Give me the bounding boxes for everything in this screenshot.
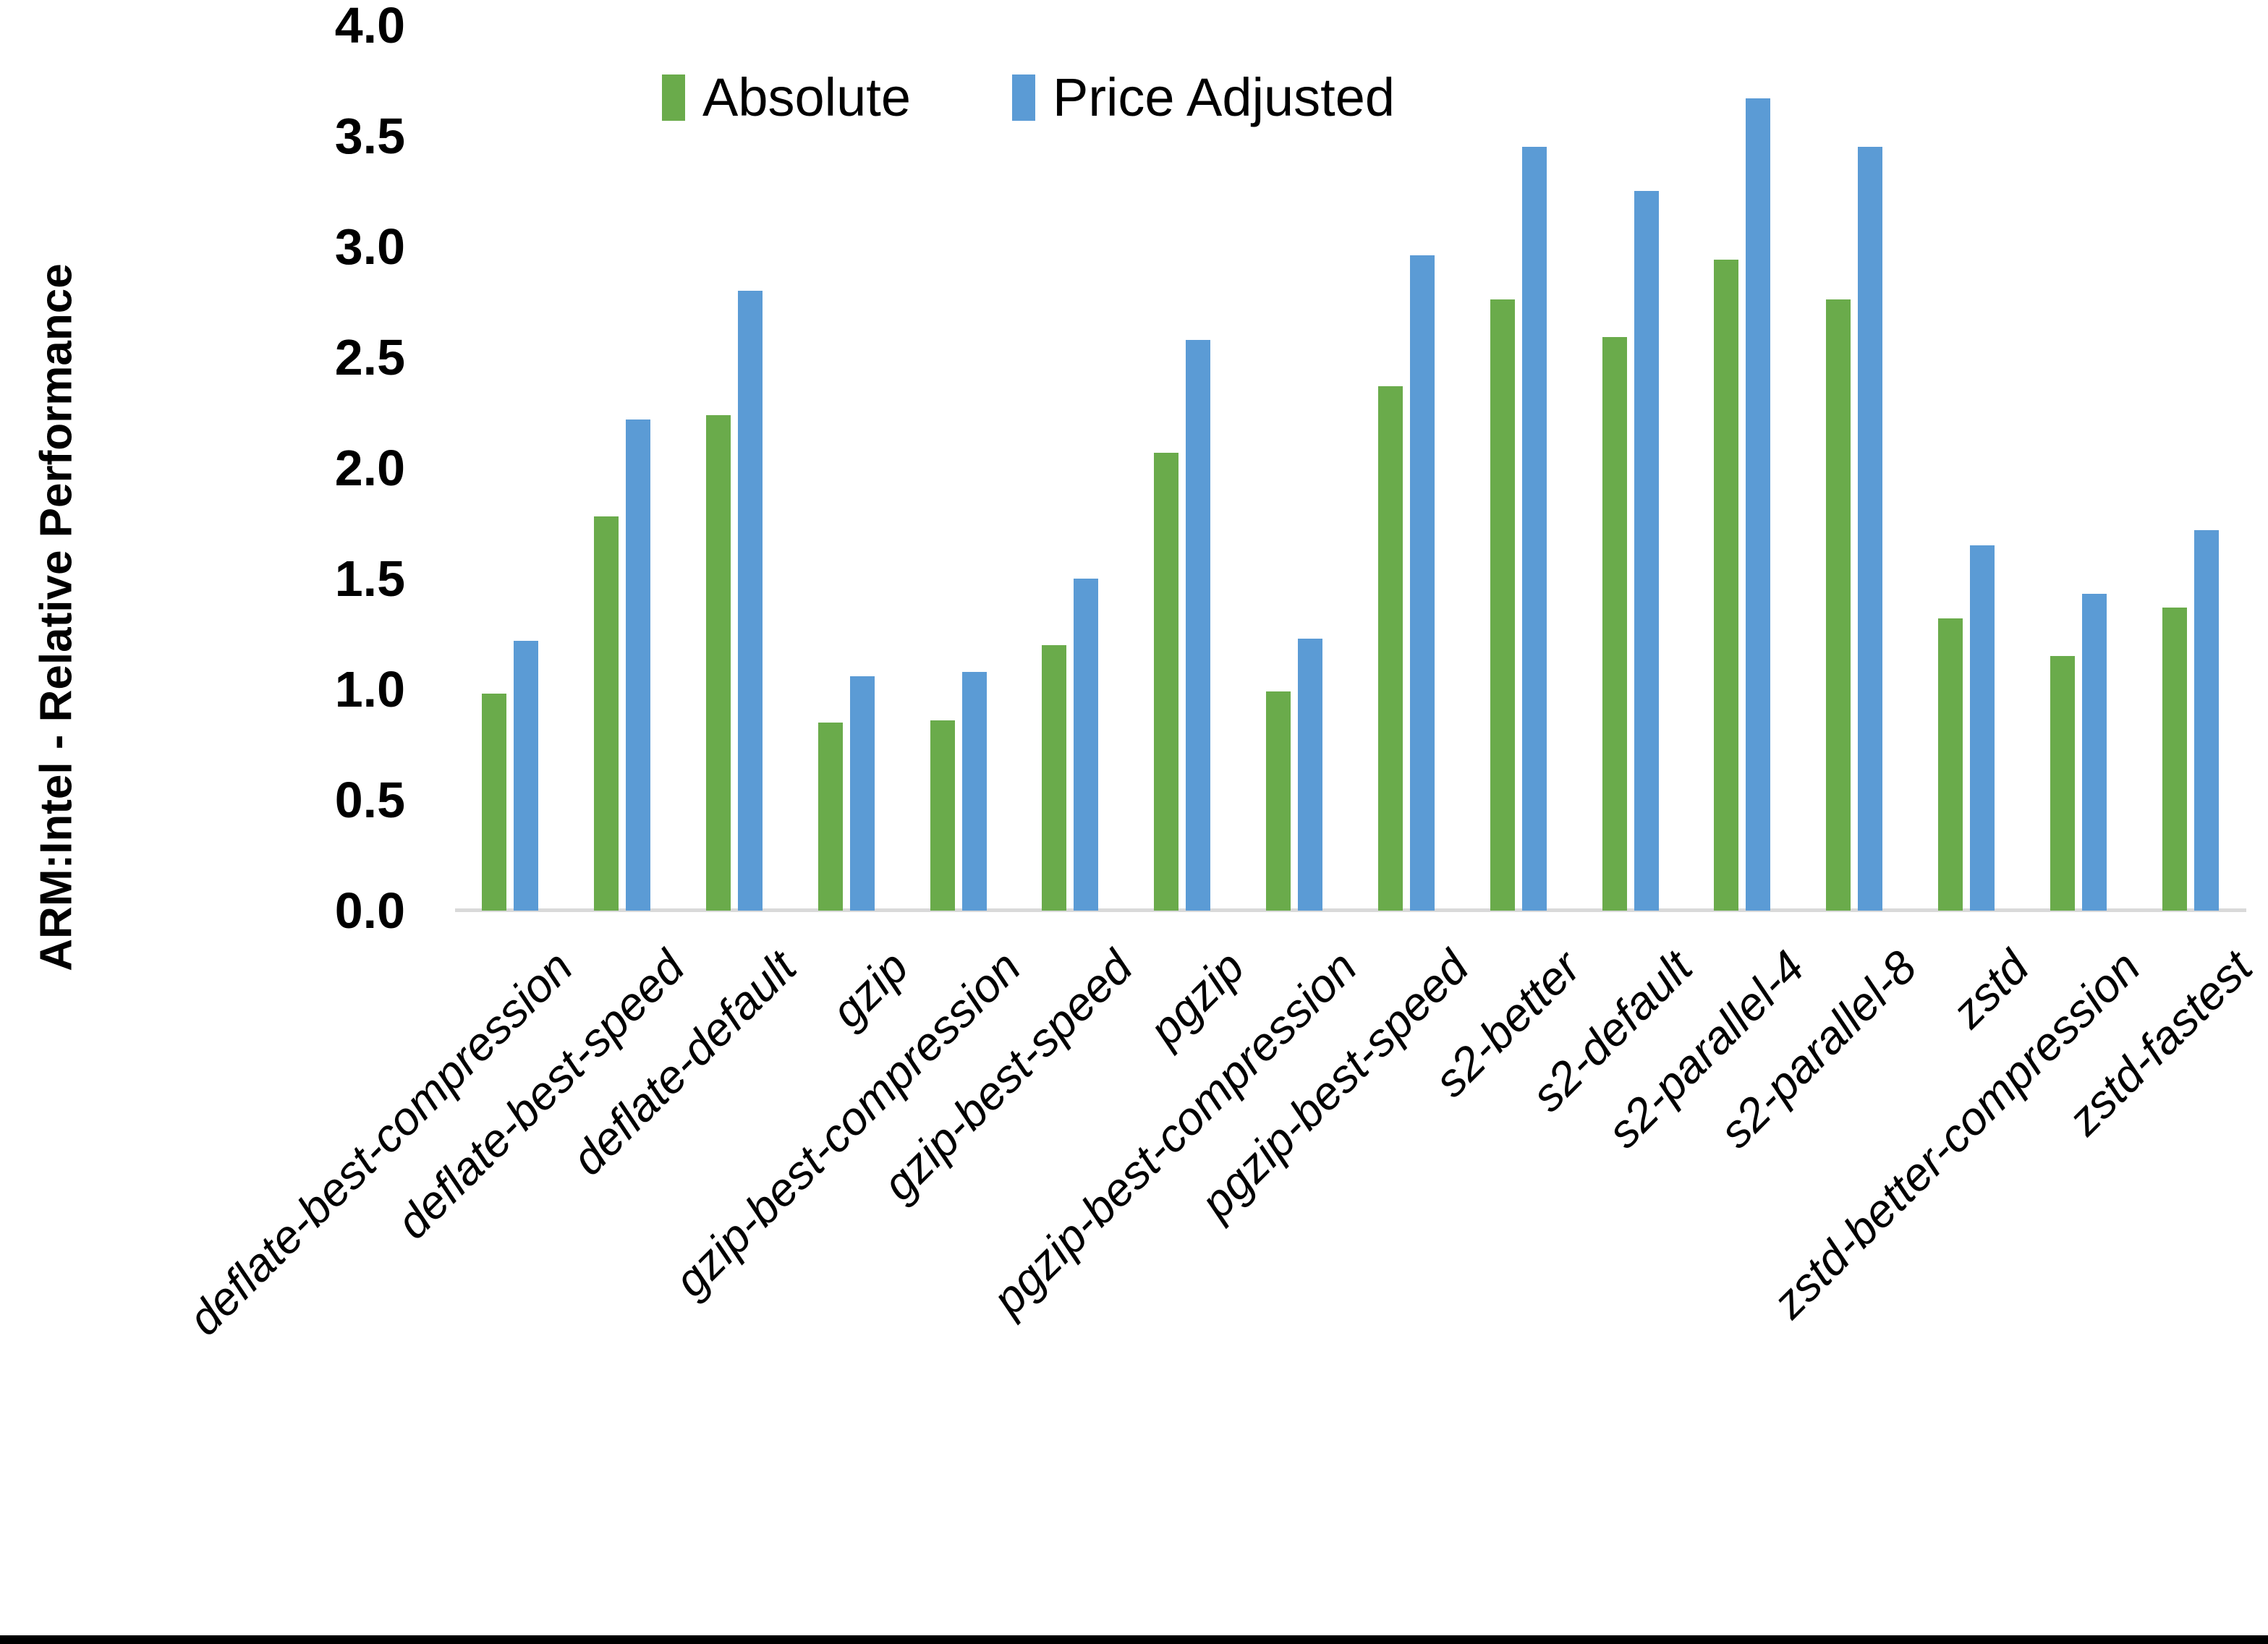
x-axis-line [455,908,2246,912]
bar-absolute-s2-parallel-4 [1714,260,1738,911]
legend-item-absolute: Absolute [662,67,911,128]
bar-price-adjusted-s2-better [1522,147,1547,911]
legend-label: Price Adjusted [1052,67,1396,127]
legend: Absolute Price Adjusted [662,67,1395,128]
y-tick-label-1.5: 1.5 [334,550,405,607]
y-tick-label-4.0: 4.0 [334,0,405,54]
bar-price-adjusted-s2-parallel-4 [1746,98,1770,911]
bar-absolute-pgzip [1154,453,1178,911]
bar-price-adjusted-deflate-default [738,291,763,911]
y-tick-label-3.0: 3.0 [334,218,405,275]
y-tick-label-2.5: 2.5 [334,329,405,386]
bar-absolute-s2-better [1490,299,1515,911]
bar-absolute-deflate-best-compression [482,694,506,911]
bar-price-adjusted-zstd [1970,545,1995,911]
bar-absolute-deflate-default [706,415,731,911]
y-tick-label-0.5: 0.5 [334,772,405,828]
bar-price-adjusted-gzip-best-compression [962,672,987,911]
bar-price-adjusted-pgzip-best-speed [1410,255,1435,911]
y-tick-label-0.0: 0.0 [334,882,405,939]
bar-price-adjusted-deflate-best-speed [626,419,650,911]
bar-absolute-zstd [1938,618,1963,911]
legend-item-price-adjusted: Price Adjusted [1011,67,1396,128]
bar-absolute-gzip-best-compression [930,720,955,911]
bar-price-adjusted-pgzip [1186,340,1210,911]
y-axis-tick-labels: 0.0 0.5 1.0 1.5 2.0 2.5 3.0 3.5 4.0 [0,0,405,1644]
bar-price-adjusted-deflate-best-compression [514,641,538,911]
y-tick-label-2.0: 2.0 [334,440,405,496]
bar-absolute-zstd-fastest [2162,608,2187,911]
bar-absolute-s2-parallel-8 [1826,299,1851,911]
legend-swatch-absolute [662,74,685,121]
y-tick-label-3.5: 3.5 [334,108,405,164]
y-tick-label-1.0: 1.0 [334,661,405,717]
bar-price-adjusted-zstd-better-compression [2082,594,2107,911]
bar-price-adjusted-s2-default [1634,191,1659,911]
bar-absolute-pgzip-best-compression [1266,691,1291,911]
bar-absolute-s2-default [1602,337,1627,911]
bar-absolute-deflate-best-speed [594,516,619,911]
bar-price-adjusted-pgzip-best-compression [1298,639,1322,911]
bar-absolute-gzip-best-speed [1042,645,1066,911]
bar-price-adjusted-gzip-best-speed [1074,579,1098,911]
bar-absolute-zstd-better-compression [2050,656,2075,911]
bar-absolute-gzip [818,723,843,911]
bar-price-adjusted-zstd-fastest [2194,530,2219,911]
bar-price-adjusted-gzip [850,676,875,911]
legend-label: Absolute [702,67,911,127]
bottom-border [0,1635,2268,1644]
bar-absolute-pgzip-best-speed [1378,386,1403,911]
legend-swatch-price-adjusted [1011,74,1035,121]
bar-price-adjusted-s2-parallel-8 [1858,147,1882,911]
